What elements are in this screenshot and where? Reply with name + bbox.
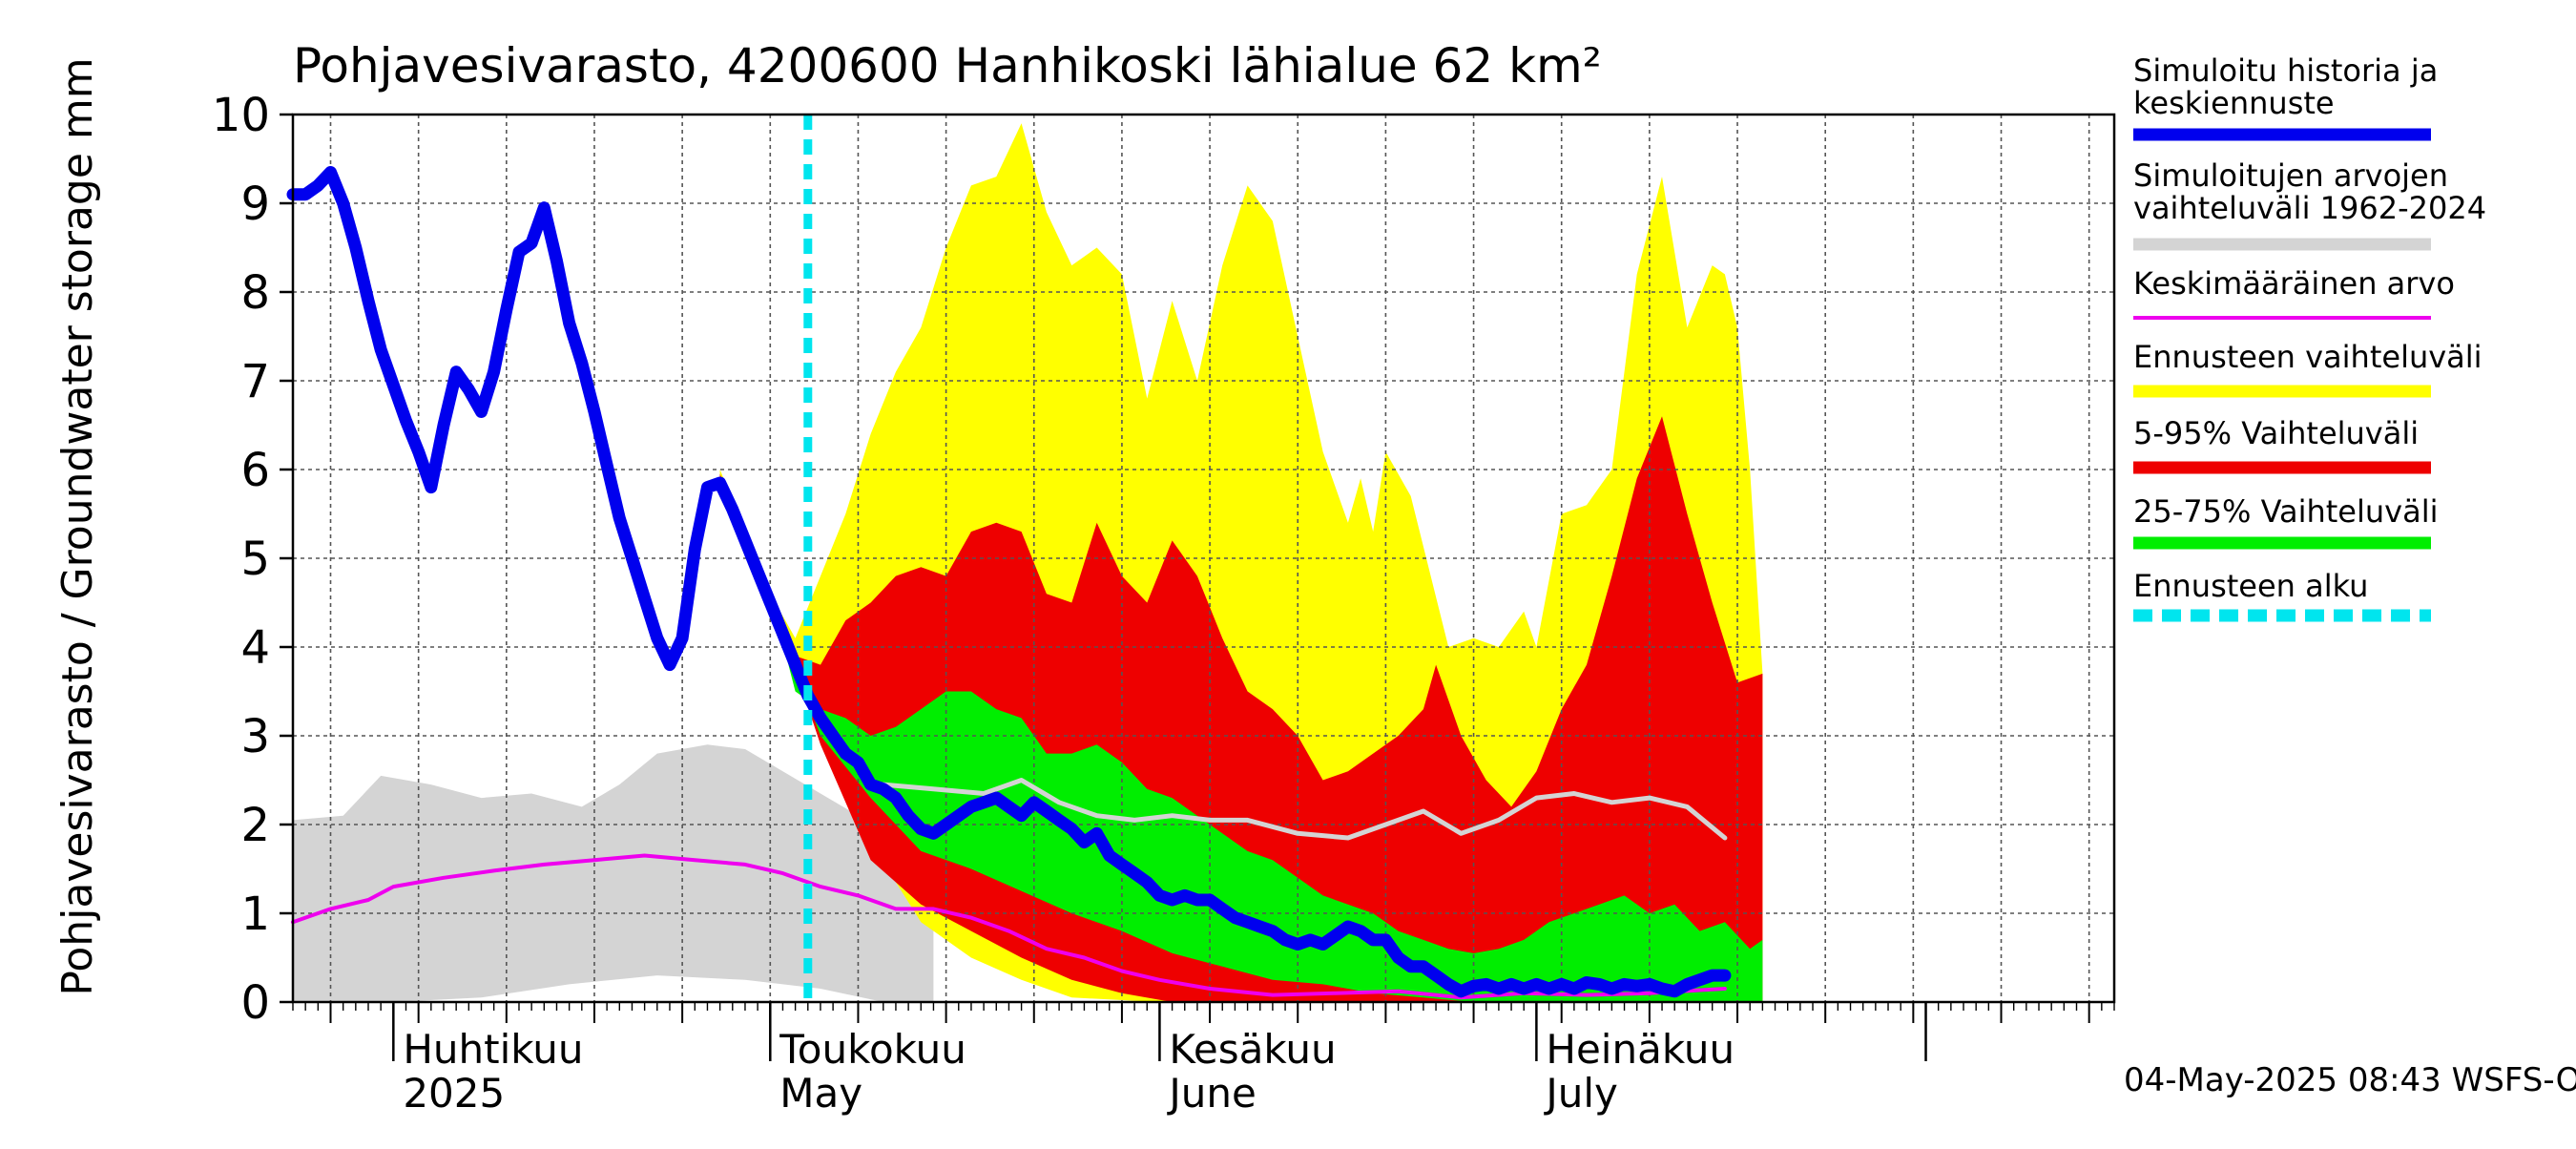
- y-tick-label: 9: [240, 178, 270, 231]
- legend-label-1: vaihteluväli 1962-2024: [2133, 190, 2486, 226]
- x-month-label-fi: Kesäkuu: [1169, 1026, 1336, 1073]
- y-tick-label: 6: [240, 444, 270, 497]
- band-layer: [293, 123, 1763, 1003]
- legend-label-0: Simuloitu historia ja: [2133, 52, 2438, 89]
- y-tick-label: 5: [240, 533, 270, 586]
- band-0: [293, 744, 934, 1002]
- x-month-label-en: May: [779, 1070, 862, 1117]
- legend-label-6: Ennusteen alku: [2133, 568, 2368, 604]
- x-month-label-fi: Huhtikuu: [403, 1026, 583, 1073]
- legend-label-2: Keskimääräinen arvo: [2133, 265, 2455, 302]
- series-line-0: [286, 166, 1732, 998]
- legend-label-1: Simuloitujen arvojen: [2133, 157, 2448, 194]
- x-month-label-en: July: [1543, 1070, 1618, 1117]
- y-tick-label: 4: [240, 621, 270, 675]
- series-line-1: [291, 853, 1727, 1000]
- y-tick-label: 7: [240, 355, 270, 408]
- y-tick-label: 3: [240, 710, 270, 763]
- series-layer: [286, 115, 1732, 1002]
- legend-label-4: 5-95% Vaihteluväli: [2133, 415, 2419, 451]
- x-month-label-fi: Heinäkuu: [1546, 1026, 1735, 1073]
- y-tick-label: 0: [240, 976, 270, 1030]
- x-month-label-en: June: [1166, 1070, 1256, 1117]
- legend-label-0: keskiennuste: [2133, 85, 2335, 121]
- legend-label-5: 25-75% Vaihteluväli: [2133, 493, 2438, 530]
- band-3: [719, 478, 1763, 1002]
- chart-title: Pohjavesivarasto, 4200600 Hanhikoski läh…: [293, 38, 1602, 94]
- legend-label-3: Ennusteen vaihteluväli: [2133, 339, 2483, 375]
- x-month-label-en: 2025: [403, 1070, 505, 1117]
- y-tick-label: 8: [240, 266, 270, 320]
- y-tick-label: 2: [240, 799, 270, 852]
- y-axis-label: Pohjavesivarasto / Groundwater storage m…: [53, 57, 102, 995]
- x-month-label-fi: Toukokuu: [779, 1026, 966, 1073]
- grid-layer: [293, 115, 2114, 1002]
- y-tick-label: 10: [212, 89, 270, 142]
- y-tick-label: 1: [240, 888, 270, 941]
- series-line-2: [881, 778, 1728, 841]
- timestamp-label: 04-May-2025 08:43 WSFS-O: [2124, 1061, 2576, 1099]
